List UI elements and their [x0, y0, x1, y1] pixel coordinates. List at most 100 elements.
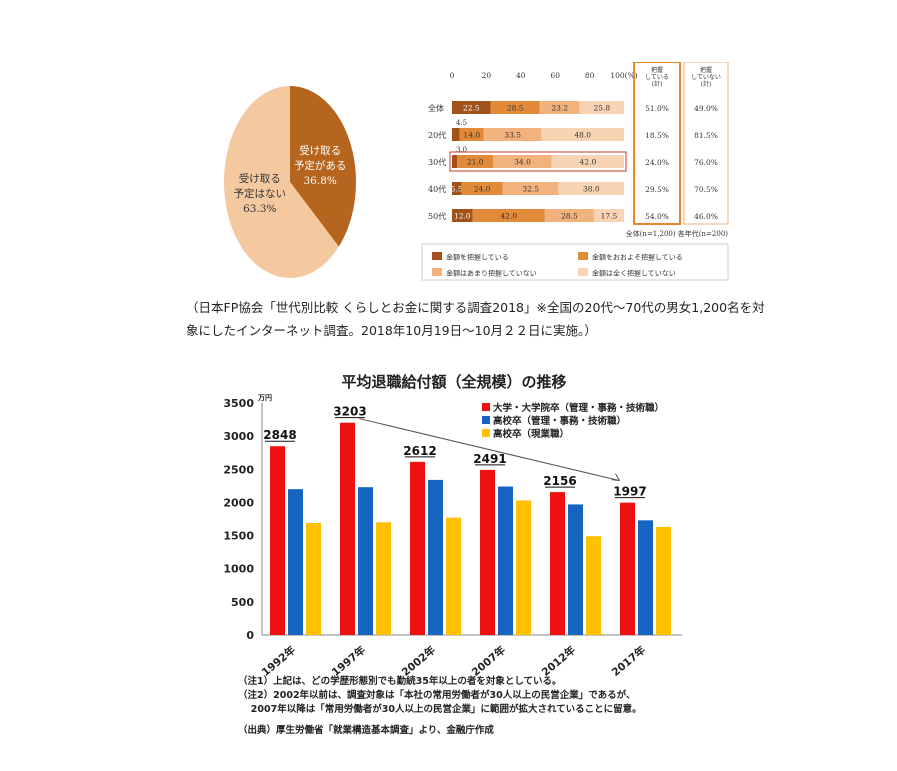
stack-segment-label: 21.0 — [467, 158, 484, 167]
known-value: 51.0% — [645, 104, 669, 113]
stack-segment — [459, 128, 484, 141]
x-category-label: 1997年 — [329, 643, 368, 679]
stack-segment-label: 14.0 — [463, 131, 480, 140]
bar-data-label: 3203 — [333, 405, 366, 419]
unknown-value: 49.0% — [694, 104, 718, 113]
stack-legend-swatch — [578, 268, 588, 276]
known-value: 29.5% — [645, 185, 669, 194]
y-unit-label: 万円 — [257, 394, 272, 402]
stack-segment — [579, 101, 624, 114]
pie-slice-label: 受け取る — [239, 173, 281, 185]
bar-legend-swatch — [482, 416, 490, 424]
unknown-value: 70.5% — [694, 185, 718, 194]
stack-segment-label: 28.5 — [507, 104, 524, 113]
stack-axis-tick: 100(%) — [610, 71, 637, 80]
x-category-label: 1992年 — [259, 643, 298, 679]
unknown-value: 76.0% — [694, 158, 718, 167]
bar-data-label: 2156 — [543, 474, 576, 488]
y-tick-label: 500 — [231, 596, 254, 609]
highlight-30s-box — [449, 151, 627, 172]
stack-segment-label: 17.5 — [601, 212, 618, 221]
pie-slice-label: 予定がある — [294, 159, 347, 172]
y-tick-label: 3500 — [223, 397, 254, 410]
chart-title: 平均退職給付額（全規模）の推移 — [341, 373, 566, 391]
known-value: 24.0% — [645, 158, 669, 167]
pie-slice-1 — [290, 86, 356, 247]
x-category-label: 2012年 — [539, 643, 578, 679]
y-tick-label: 0 — [246, 629, 254, 642]
survey-caption: （日本FP協会「世代別比較 くらしとお金に関する調査2018」※全国の20代〜7… — [186, 296, 786, 342]
stack-segment-label: 28.5 — [561, 212, 578, 221]
bar-5-1 — [638, 520, 653, 635]
stack-row-label: 全体 — [428, 103, 444, 113]
stack-legend-swatch — [432, 268, 442, 276]
bar-legend-label: 高校卒（管理・事務・技術職） — [493, 415, 626, 427]
y-tick-label: 1000 — [223, 563, 254, 576]
unknown-column-header: 把握 — [700, 66, 712, 74]
chart-note: （注1）上記は、どの学歴形態別でも勤続35年以上の者を対象としている。 — [238, 675, 562, 687]
caption-line-1: （日本FP協会「世代別比較 くらしとお金に関する調査2018」※全国の20代〜7… — [186, 300, 765, 315]
chart-note: 2007年以降は「常用労働者が30人以上の民営企業」に範囲が拡大されていることに… — [238, 703, 642, 715]
caption-line-2: 象にしたインターネット調査。2018年10月19日〜10月２２日に実施。） — [186, 323, 597, 338]
stack-segment-label: 5.5 — [451, 185, 463, 194]
bar-data-label: 2612 — [403, 444, 436, 458]
stack-legend-swatch — [578, 252, 588, 260]
known-column-header: 把握 — [651, 66, 663, 74]
stack-segment-label: 23.2 — [551, 104, 568, 113]
chart-note: （注2）2002年以前は、調査対象は「本社の常用労働者が30人以上の民営企業」で… — [238, 689, 636, 701]
bar-4-1 — [568, 504, 583, 635]
y-tick-label: 2000 — [223, 496, 254, 509]
bar-0-2 — [306, 522, 321, 635]
stack-segment — [551, 155, 624, 168]
unknown-column-box — [683, 62, 729, 225]
y-tick-label: 1500 — [223, 530, 254, 543]
bar-1-1 — [358, 487, 373, 635]
bar-0-1 — [288, 489, 303, 635]
stack-axis-tick: 60 — [550, 71, 560, 80]
pie-slice-label: 36.8% — [304, 175, 337, 187]
stacked-bar-chart: 0 20 40 60 80 100(%)把握している(計)把握していない(計)全体 22.5… — [421, 62, 729, 281]
bar-legend-label: 大学・大学院卒（管理・事務・技術職） — [493, 402, 664, 414]
bar-1-0 — [340, 422, 355, 635]
stack-segment-label: 48.0 — [574, 131, 591, 140]
stack-segment — [452, 182, 462, 195]
bar-2-1 — [428, 479, 443, 635]
stack-row-label: 40代 — [428, 184, 446, 194]
bar-3-2 — [516, 500, 531, 635]
stack-legend-label: 金額はあまり把握していない — [446, 269, 537, 278]
stack-legend-label: 金額を把握している — [446, 253, 509, 262]
stack-segment-label: 4.5 — [456, 119, 467, 127]
stack-axis-tick: 0 — [450, 71, 455, 80]
known-value: 18.5% — [645, 131, 669, 140]
pie-slice-label: 63.3% — [243, 203, 276, 215]
stack-segment — [472, 209, 545, 222]
x-category-label: 2007年 — [469, 643, 508, 679]
bar-2-2 — [446, 517, 461, 635]
stack-legend-label: 金額をおおよそ把握している — [592, 253, 683, 262]
sample-size-note: 全体(n=1,200) 各年代(n=200) — [626, 229, 729, 238]
x-category-label: 2002年 — [399, 643, 438, 679]
bar-4-0 — [550, 492, 565, 635]
pie-slice-label: 受け取る — [299, 145, 341, 157]
bar-legend-swatch — [482, 429, 490, 437]
bar-4-2 — [586, 536, 601, 635]
known-column-header: (計) — [652, 80, 663, 88]
y-tick-label: 3000 — [223, 430, 254, 443]
bar-legend-swatch — [482, 403, 490, 411]
x-category-label: 2017年 — [609, 643, 648, 679]
bar-2-0 — [410, 461, 425, 635]
bar-data-label: 2491 — [473, 452, 506, 466]
unknown-value: 81.5% — [694, 131, 718, 140]
bar-data-label: 1997 — [613, 485, 646, 499]
stack-segment — [539, 101, 580, 114]
stack-segment — [483, 128, 542, 141]
stack-segment-label: 34.0 — [514, 158, 531, 167]
stack-segment — [452, 209, 473, 222]
stack-axis-tick: 20 — [482, 71, 492, 80]
pie-slice-2 — [224, 86, 339, 278]
bar-legend-label: 高校卒（現業職） — [493, 428, 569, 440]
stack-axis-tick: 80 — [585, 71, 595, 80]
stack-segment — [452, 101, 491, 114]
